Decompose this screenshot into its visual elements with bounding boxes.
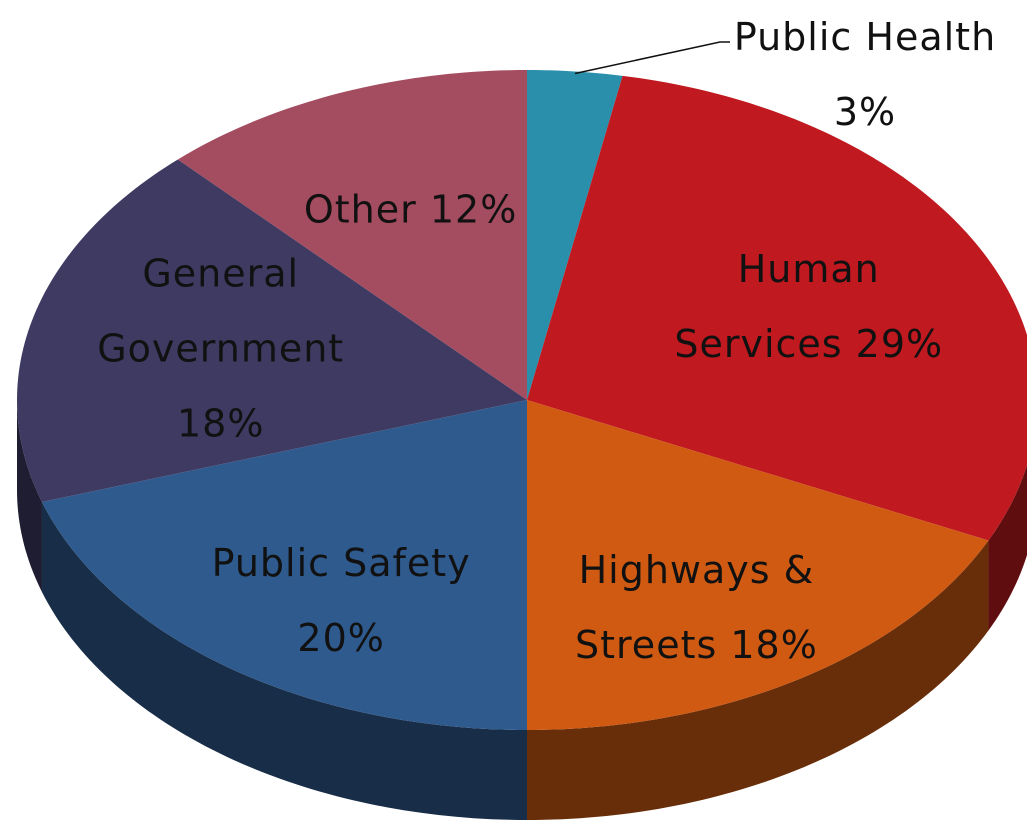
value-label: 29% (855, 322, 944, 367)
value-label: 3% (833, 90, 897, 134)
value-label: 18% (176, 401, 265, 446)
slice-side (17, 400, 42, 592)
slice-label: General Government 18% (76, 237, 366, 462)
value-label: 18% (730, 622, 818, 667)
category-name: General Government (97, 251, 345, 371)
slice (527, 400, 989, 730)
value-label: 20% (297, 615, 385, 660)
category-name: Public Safety (211, 540, 471, 585)
leader-line (574, 41, 730, 75)
slice-side (527, 540, 989, 820)
category-name: Human Services (674, 247, 880, 367)
slice-label: Other 12% (266, 172, 556, 247)
slice-label: Public Safety 20% (196, 526, 486, 676)
slice (527, 75, 1027, 541)
slice-side (988, 464, 1027, 631)
value-label: 12% (429, 187, 518, 232)
slice (177, 70, 527, 400)
category-name: Other (303, 187, 417, 232)
slice-label: Human Services 29% (664, 232, 954, 382)
category-name: Public Health (733, 15, 997, 59)
slice-side (41, 501, 527, 820)
slice-label: Highways & Streets 18% (551, 533, 841, 683)
slice-label: Public Health 3% (720, 0, 1010, 150)
slice (17, 159, 527, 502)
slice (527, 70, 623, 400)
slice (41, 400, 527, 730)
category-name: Highways & Streets (575, 547, 815, 667)
